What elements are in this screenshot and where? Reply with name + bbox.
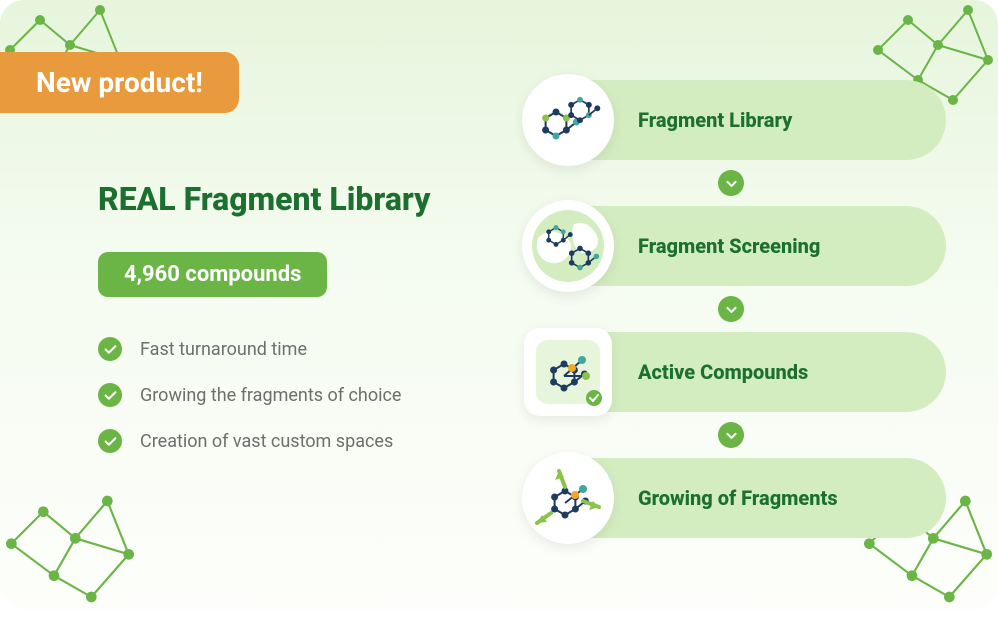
molecule-pair-icon: [522, 74, 614, 166]
feature-label: Fast turnaround time: [140, 339, 307, 360]
chevron-down-icon: [718, 296, 744, 322]
feature-item: Creation of vast custom spaces: [98, 429, 478, 453]
molecule-arrows-icon: [522, 452, 614, 544]
feature-label: Creation of vast custom spaces: [140, 431, 393, 452]
check-icon: [98, 429, 122, 453]
check-icon: [98, 337, 122, 361]
molecule-globe-icon: [522, 200, 614, 292]
step-growing-fragments: Growing of Fragments: [526, 458, 946, 538]
step-label: Active Compounds: [638, 360, 808, 384]
decor-molecule-bl: [0, 479, 150, 619]
feature-label: Growing the fragments of choice: [140, 385, 401, 406]
step-fragment-screening: Fragment Screening: [526, 206, 946, 286]
product-card: New product! REAL Fragment Library 4,960…: [0, 0, 998, 609]
new-product-badge: New product!: [0, 52, 239, 113]
feature-item: Growing the fragments of choice: [98, 383, 478, 407]
molecule-badge-icon: [524, 328, 612, 416]
feature-item: Fast turnaround time: [98, 337, 478, 361]
chevron-down-icon: [718, 170, 744, 196]
step-label: Fragment Library: [638, 108, 792, 132]
step-label: Fragment Screening: [638, 234, 820, 258]
step-fragment-library: Fragment Library: [526, 80, 946, 160]
product-title: REAL Fragment Library: [98, 180, 478, 218]
badge-label: New product!: [36, 66, 203, 99]
feature-list: Fast turnaround time Growing the fragmen…: [98, 337, 478, 453]
step-label: Growing of Fragments: [638, 486, 838, 510]
compounds-pill: 4,960 compounds: [98, 252, 327, 297]
left-column: REAL Fragment Library 4,960 compounds Fa…: [98, 180, 478, 475]
steps-column: Fragment Library Fragment Screening Acti…: [526, 80, 946, 538]
chevron-down-icon: [718, 422, 744, 448]
check-icon: [98, 383, 122, 407]
step-active-compounds: Active Compounds: [526, 332, 946, 412]
